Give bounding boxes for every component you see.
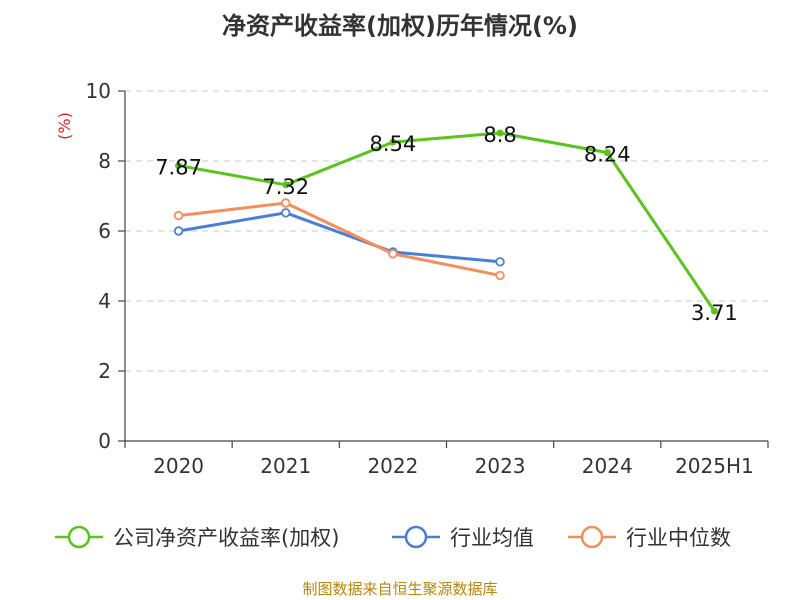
data-point [281,208,291,218]
y-tick-label: 4 [98,289,111,313]
y-tick-label: 2 [98,359,111,383]
data-point [495,270,505,281]
data-point [175,162,183,170]
axes [118,90,769,448]
series-line-2 [178,201,501,277]
x-tick-labels: 2020 2021 2022 2023 2024 2025H1 [153,454,754,478]
y-tick-label: 10 [86,79,111,103]
legend-label: 公司净资产收益率(加权) [113,526,339,550]
legend-marker-0 [67,525,91,549]
data-point [282,181,290,189]
x-tick-label: 2025H1 [675,454,754,478]
data-point [496,129,504,137]
data-label: 7.87 [155,156,202,180]
legend: 公司净资产收益率(加权) 行业均值 行业中位数 [55,525,731,550]
legend-label: 行业中位数 [626,526,731,550]
y-tick-labels: 0 2 4 6 8 10 [86,79,111,453]
data-label: 8.8 [483,123,516,147]
data-labels: 7.87 7.32 8.54 8.8 8.24 3.71 [155,123,738,325]
y-tick-label: 0 [98,429,111,453]
data-point [388,249,398,259]
series-group [173,129,718,315]
y-tick-label: 8 [98,149,111,173]
data-label: 8.54 [370,132,417,156]
data-point [603,149,611,157]
y-axis-unit: (%) [55,112,74,140]
x-tick-label: 2024 [582,454,633,478]
data-point [281,198,291,208]
data-label: 3.71 [691,301,738,325]
data-point [710,307,718,315]
chart-title: 净资产收益率(加权)历年情况(%) [222,12,578,40]
legend-marker-2 [580,525,604,549]
x-tick-label: 2022 [367,454,418,478]
x-tick-label: 2021 [260,454,311,478]
data-point [389,138,397,146]
series-line-0 [178,131,716,312]
y-tick-label: 6 [98,219,111,243]
data-label: 7.32 [262,175,309,199]
x-tick-label: 2020 [153,454,204,478]
data-point [173,210,184,221]
x-tick-label: 2023 [475,454,526,478]
data-label: 8.24 [584,143,631,167]
grid-lines [125,90,768,372]
data-point [495,257,505,267]
source-note: 制图数据来自恒生聚源数据库 [302,580,497,598]
legend-label: 行业均值 [450,526,534,550]
series-line-1 [178,211,501,264]
data-point [173,226,184,236]
legend-marker-1 [404,525,428,549]
